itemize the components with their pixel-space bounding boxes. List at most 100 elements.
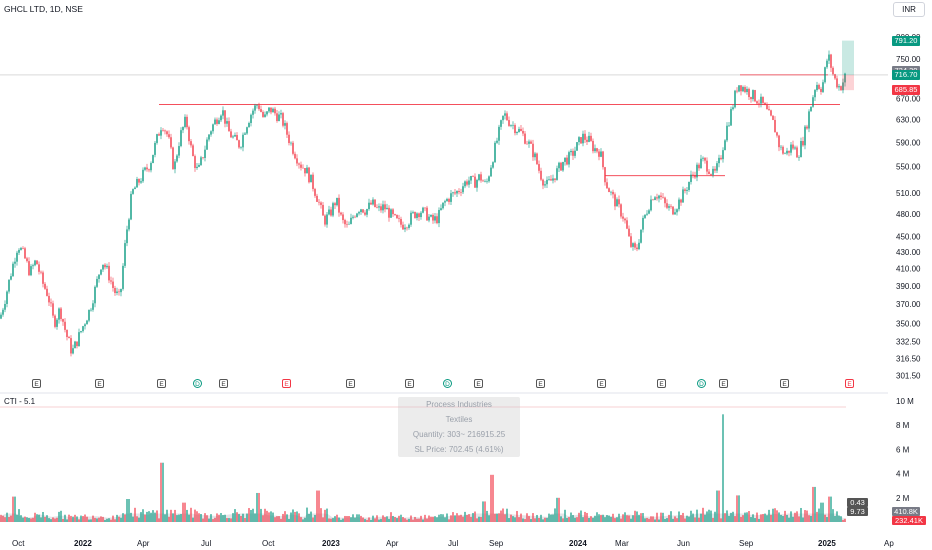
dividend-marker[interactable]: D <box>443 379 452 388</box>
candle-body <box>282 113 284 126</box>
candle-body <box>496 140 498 143</box>
candle-body <box>234 135 236 137</box>
volume-bar <box>394 516 396 522</box>
volume-bar <box>384 517 386 522</box>
volume-bar <box>228 518 230 522</box>
candle-body <box>146 167 148 170</box>
volume-bar <box>116 514 118 522</box>
volume-bar <box>568 517 570 522</box>
candle-body <box>560 162 562 171</box>
volume-bar <box>132 516 134 522</box>
candle-body <box>740 85 742 92</box>
candle-body <box>48 295 50 303</box>
volume-bar <box>702 507 704 522</box>
candle-body <box>562 161 564 171</box>
volume-bar <box>280 518 282 522</box>
price-tick-label: 630.00 <box>896 116 921 125</box>
candle-body <box>652 199 654 201</box>
candle-body <box>236 135 238 141</box>
candle-body <box>218 120 220 124</box>
earnings-marker[interactable]: E <box>474 379 483 388</box>
volume-bar <box>300 517 302 522</box>
dividend-marker[interactable]: D <box>697 379 706 388</box>
earnings-marker[interactable]: E <box>780 379 789 388</box>
candle-body <box>66 329 68 338</box>
volume-bar <box>24 516 26 522</box>
earnings-marker[interactable]: E <box>657 379 666 388</box>
volume-bar <box>178 514 180 522</box>
volume-bar <box>100 516 102 522</box>
volume-bar <box>492 474 494 522</box>
candle-body <box>368 202 370 210</box>
volume-bar <box>794 512 796 522</box>
candle-body <box>642 217 644 230</box>
candle-body <box>274 108 276 114</box>
candle-body <box>478 174 480 180</box>
candle-body <box>224 110 226 124</box>
candle-body <box>22 248 24 249</box>
volume-tick-label: 6 M <box>896 445 910 454</box>
volume-bar <box>168 516 170 522</box>
candle-body <box>292 142 294 154</box>
volume-bar <box>556 497 558 522</box>
volume-bar <box>684 518 686 522</box>
volume-bar <box>428 515 430 522</box>
candle-body <box>768 109 770 111</box>
volume-bar <box>80 515 82 522</box>
candle-body <box>290 142 292 144</box>
candle-body <box>706 160 708 172</box>
price-tick-label: 510.00 <box>896 189 921 198</box>
candle-body <box>356 213 358 218</box>
earnings-marker[interactable]: E <box>32 379 41 388</box>
candle-body <box>770 110 772 116</box>
earnings-marker[interactable]: E <box>157 379 166 388</box>
volume-bar <box>4 517 6 522</box>
earnings-marker[interactable]: E <box>405 379 414 388</box>
candle-body <box>196 166 198 168</box>
volume-bar <box>84 514 86 522</box>
volume-bar <box>646 517 648 522</box>
earnings-marker[interactable]: E <box>219 379 228 388</box>
earnings-marker[interactable]: E <box>536 379 545 388</box>
volume-bar <box>668 514 670 522</box>
candle-body <box>718 157 720 164</box>
earnings-marker[interactable]: E <box>95 379 104 388</box>
candle-body <box>640 229 642 243</box>
candle-body <box>608 188 610 193</box>
candle-body <box>422 207 424 213</box>
volume-bar <box>234 509 236 522</box>
candle-body <box>434 216 436 221</box>
candle-body <box>392 209 394 215</box>
candle-body <box>730 109 732 126</box>
candle-body <box>702 157 704 159</box>
volume-axis[interactable]: 2 M 4 M 6 M 8 M 10 M <box>896 397 914 503</box>
earnings-marker[interactable]: E <box>597 379 606 388</box>
volume-bar <box>306 507 308 522</box>
earnings-marker[interactable]: E <box>845 379 854 388</box>
candle-body <box>518 128 520 132</box>
volume-bar <box>750 517 752 522</box>
volume-bar <box>172 513 174 522</box>
earnings-marker[interactable]: E <box>719 379 728 388</box>
volume-bar <box>148 511 150 522</box>
candle-body <box>556 168 558 180</box>
candle-body <box>354 216 356 218</box>
earnings-marker[interactable]: E <box>282 379 291 388</box>
earnings-marker[interactable]: E <box>346 379 355 388</box>
candle-body <box>708 171 710 174</box>
time-axis[interactable]: Oct 2022 Apr Jul Oct 2023 Apr Jul Sep 2024 Mar Jun S… <box>12 539 894 548</box>
candle-body <box>32 265 34 267</box>
time-axis-label: Sep <box>489 539 504 548</box>
indicator-label[interactable]: CTI - 5.1 <box>4 397 36 406</box>
candle-body <box>90 309 92 311</box>
volume-bar <box>534 518 536 522</box>
dividend-marker[interactable]: D <box>193 379 202 388</box>
candle-body <box>490 167 492 177</box>
volume-bar <box>366 519 368 522</box>
candle-body <box>596 148 598 152</box>
currency-selector[interactable]: INR <box>893 2 925 17</box>
risk-reward-box[interactable] <box>842 40 854 91</box>
candle-body <box>806 126 808 129</box>
candle-body <box>358 212 360 214</box>
